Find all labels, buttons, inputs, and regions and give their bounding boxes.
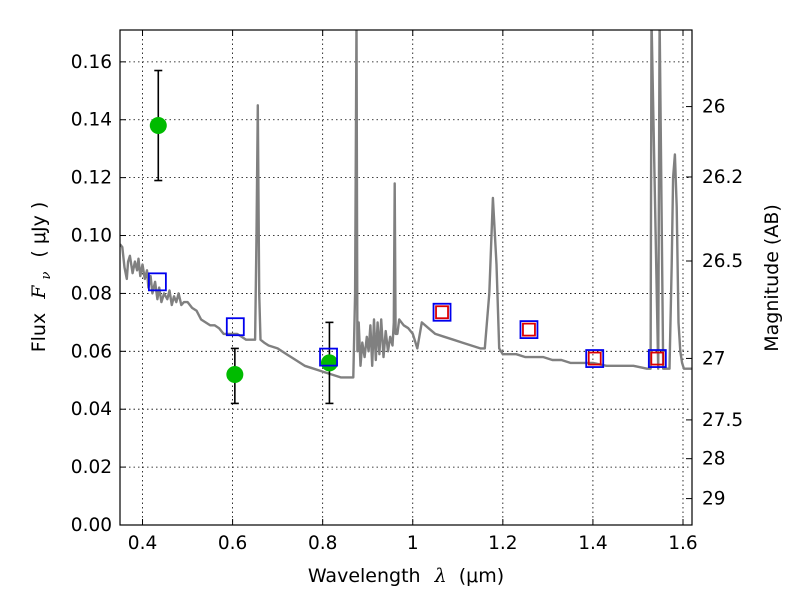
y2-tick-label: 27 <box>702 348 726 369</box>
model-band-square <box>432 302 452 322</box>
y2-tick-label: 27.5 <box>702 410 743 431</box>
y-axis-label: Flux F ν ( μJy ) <box>28 202 55 353</box>
model-band-square <box>225 317 245 337</box>
spectrum-line <box>120 30 692 379</box>
y-axis-label-subscript: ν <box>39 272 54 280</box>
model-band-square <box>519 320 539 340</box>
axis-tick-labels: 0.4 0.6 0.8 1 1.2 1.4 1.6 0.00 0.02 0.04 0.06 0.08 0… <box>71 52 743 554</box>
x-tick-label: 1.4 <box>578 533 607 554</box>
y-axis-label-text: Flux <box>28 313 50 353</box>
x-tick-label: 1.2 <box>488 533 517 554</box>
y-tick-label: 0.00 <box>71 515 112 536</box>
y2-tick-label: 26.5 <box>702 251 743 272</box>
y-axis-label-unit: ( μJy ) <box>28 202 50 258</box>
y2-tick-label: 29 <box>702 489 726 510</box>
x-tick-label: 0.4 <box>128 533 157 554</box>
x-tick-label: 0.8 <box>308 533 337 554</box>
model-band-square-red <box>587 351 602 366</box>
x-tick-label: 0.6 <box>218 533 247 554</box>
observed-point <box>320 354 338 372</box>
x-tick-label: 1 <box>407 533 419 554</box>
axis-ticks <box>120 30 692 526</box>
y2-tick-label: 26 <box>702 97 726 118</box>
y-tick-label: 0.08 <box>71 283 112 304</box>
model-band-square-red <box>650 351 665 366</box>
model-band-square <box>585 349 605 368</box>
x-axis-label-text: Wavelength <box>308 565 421 587</box>
observed-point <box>149 117 167 135</box>
y2-tick-label: 26.2 <box>702 167 743 188</box>
model-band-square <box>319 347 338 367</box>
y2-axis-label: Magnitude (AB) <box>761 204 783 352</box>
observed-point <box>226 365 244 383</box>
y-tick-label: 0.02 <box>71 457 112 478</box>
y-tick-label: 0.14 <box>71 110 112 131</box>
y-tick-label: 0.10 <box>71 226 112 247</box>
y-tick-label: 0.04 <box>71 399 112 420</box>
model-band-square <box>147 272 167 292</box>
y-tick-label: 0.16 <box>71 52 112 73</box>
series-layer <box>120 30 692 405</box>
y-tick-label: 0.12 <box>71 168 112 189</box>
plot-frame <box>119 29 693 526</box>
y-axis-label-symbol: F <box>28 285 50 300</box>
x-axis-label-unit: (μm) <box>459 565 504 587</box>
x-axis-label: Wavelength λ (μm) <box>308 565 504 587</box>
y-tick-label: 0.06 <box>71 341 112 362</box>
model-band-square <box>647 349 667 368</box>
model-band-square-red <box>435 305 449 320</box>
x-tick-label: 1.6 <box>668 533 697 554</box>
model-band-square-red <box>522 322 536 337</box>
grid-lines <box>120 30 692 525</box>
x-axis-label-symbol: λ <box>434 565 447 587</box>
y2-tick-label: 28 <box>702 449 726 470</box>
